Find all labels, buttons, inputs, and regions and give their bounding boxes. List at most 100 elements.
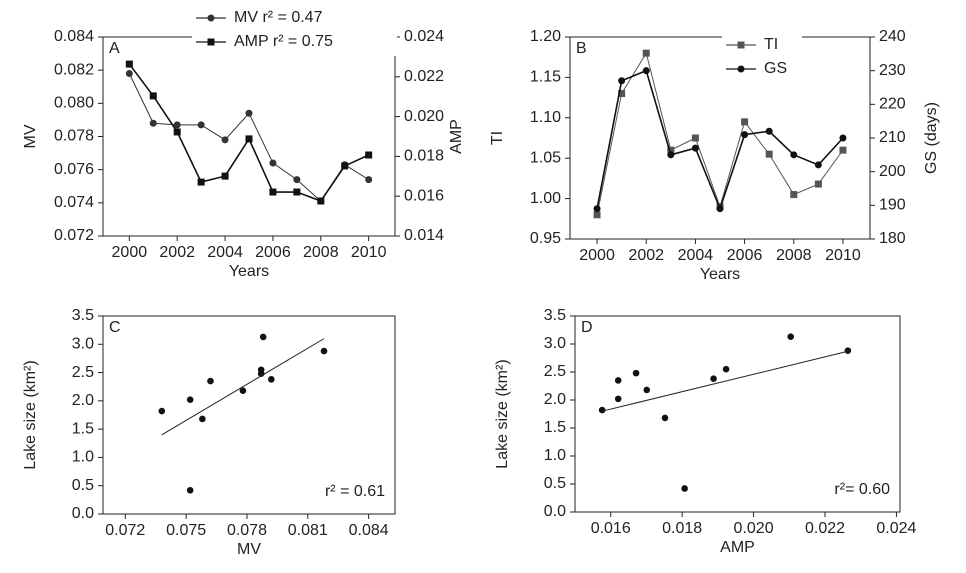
y-axis-label: Lake size (km²): [494, 359, 511, 468]
point: [239, 387, 247, 394]
x-tick-label: 2002: [159, 244, 195, 261]
panel-label: D: [581, 319, 593, 336]
marker: [269, 159, 277, 167]
marker: [741, 118, 749, 126]
marker: [173, 128, 181, 136]
legend-label: GS: [764, 60, 787, 77]
point: [207, 377, 214, 385]
y-axis-label: Lake size (km²): [22, 360, 39, 469]
marker: [691, 134, 699, 142]
x-axis-label: MV: [237, 541, 261, 558]
marker: [293, 188, 301, 196]
y-tick-label: 2.5: [544, 363, 566, 380]
point: [259, 333, 267, 341]
marker: [149, 92, 157, 100]
y-tick-label: 0.084: [54, 28, 94, 45]
panel-label: A: [109, 40, 120, 57]
panel: 2000 2002 2004 2006 2008 2010 0.072 0.074 0.076 0…: [22, 6, 465, 280]
x-axis-label: AMP: [720, 539, 755, 556]
marker: [839, 146, 847, 154]
legend-box: [192, 6, 397, 56]
y-tick-label: 1.20: [530, 28, 561, 45]
x-tick-label: 2008: [303, 244, 339, 261]
y-tick-label: 0.0: [72, 505, 94, 522]
marker: [149, 119, 157, 127]
x-tick-label: 2000: [112, 244, 148, 261]
legend-box: [722, 33, 802, 83]
y-tick-label: 1.15: [530, 69, 561, 86]
legend-marker: [207, 38, 215, 46]
trend-line: [161, 338, 325, 436]
point: [199, 415, 206, 423]
legend-label: TI: [764, 36, 778, 53]
x-tick-label: 0.072: [105, 522, 145, 539]
x-tick-label: 0.018: [662, 520, 702, 537]
x-tick-label: 2010: [825, 247, 861, 264]
legend-marker: [737, 65, 745, 73]
y-tick-label: 1.0: [72, 449, 94, 466]
x-tick-label: 2000: [579, 247, 615, 264]
trend-line: [602, 350, 848, 412]
point: [158, 407, 166, 415]
y2-tick-label: 220: [879, 96, 906, 113]
y-tick-label: 0.0: [544, 503, 566, 520]
series-line: [128, 63, 370, 202]
x-axis-label: Years: [229, 263, 269, 280]
point: [681, 485, 688, 492]
series-line: [596, 69, 844, 212]
marker: [365, 176, 373, 184]
y-tick-label: 3.5: [72, 307, 94, 324]
marker: [765, 150, 773, 158]
marker: [642, 67, 650, 75]
y-axis-label: TI: [489, 131, 506, 145]
x-tick-label: 2006: [255, 244, 291, 261]
y-tick-label: 2.0: [544, 391, 566, 408]
marker: [839, 134, 847, 142]
marker: [341, 162, 349, 170]
point: [632, 369, 640, 377]
marker: [790, 151, 798, 159]
x-tick-label: 0.084: [349, 522, 389, 539]
point: [787, 333, 795, 341]
marker: [245, 109, 253, 117]
marker: [741, 131, 749, 139]
legend: TI GS: [722, 33, 802, 83]
panel: 0.072 0.075 0.078 0.081 0.084 0.0 0.5 1.0 1.5 2.0…: [22, 307, 396, 558]
marker: [765, 127, 773, 135]
y2-tick-label: 0.022: [404, 68, 444, 85]
annotation: r²= 0.60: [834, 481, 890, 498]
marker: [221, 172, 229, 180]
x-tick-label: 2002: [628, 247, 664, 264]
marker: [173, 121, 181, 129]
y2-tick-label: 180: [879, 230, 906, 247]
y-tick-label: 3.0: [72, 336, 94, 353]
x-tick-label: 0.024: [876, 520, 916, 537]
y2-axis-label: GS (days): [923, 102, 940, 174]
x-tick-label: 2004: [207, 244, 243, 261]
marker: [667, 151, 675, 159]
plot-frame: [102, 315, 396, 515]
y2-tick-label: 190: [879, 197, 906, 214]
marker: [593, 211, 601, 219]
y-tick-label: 1.5: [544, 419, 566, 436]
y-tick-label: 0.080: [54, 95, 94, 112]
point: [186, 486, 194, 494]
legend-marker: [207, 14, 215, 22]
marker: [667, 146, 675, 154]
marker: [790, 191, 798, 199]
x-tick-label: 0.022: [805, 520, 845, 537]
legend: MV r² = 0.47 AMP r² = 0.75: [192, 6, 397, 56]
marker: [317, 197, 325, 205]
point: [844, 347, 852, 355]
x-tick-label: 2008: [776, 247, 812, 264]
marker: [593, 205, 601, 213]
y-tick-label: 0.082: [54, 61, 94, 78]
y-tick-label: 0.5: [544, 475, 566, 492]
legend-marker: [737, 41, 745, 49]
y2-tick-label: 240: [879, 28, 906, 45]
marker: [618, 77, 626, 85]
panel: 2000 2002 2004 2006 2008 2010 0.95 1.00 1.05 1.10…: [489, 28, 940, 283]
y-tick-label: 1.0: [544, 447, 566, 464]
marker: [125, 60, 133, 68]
